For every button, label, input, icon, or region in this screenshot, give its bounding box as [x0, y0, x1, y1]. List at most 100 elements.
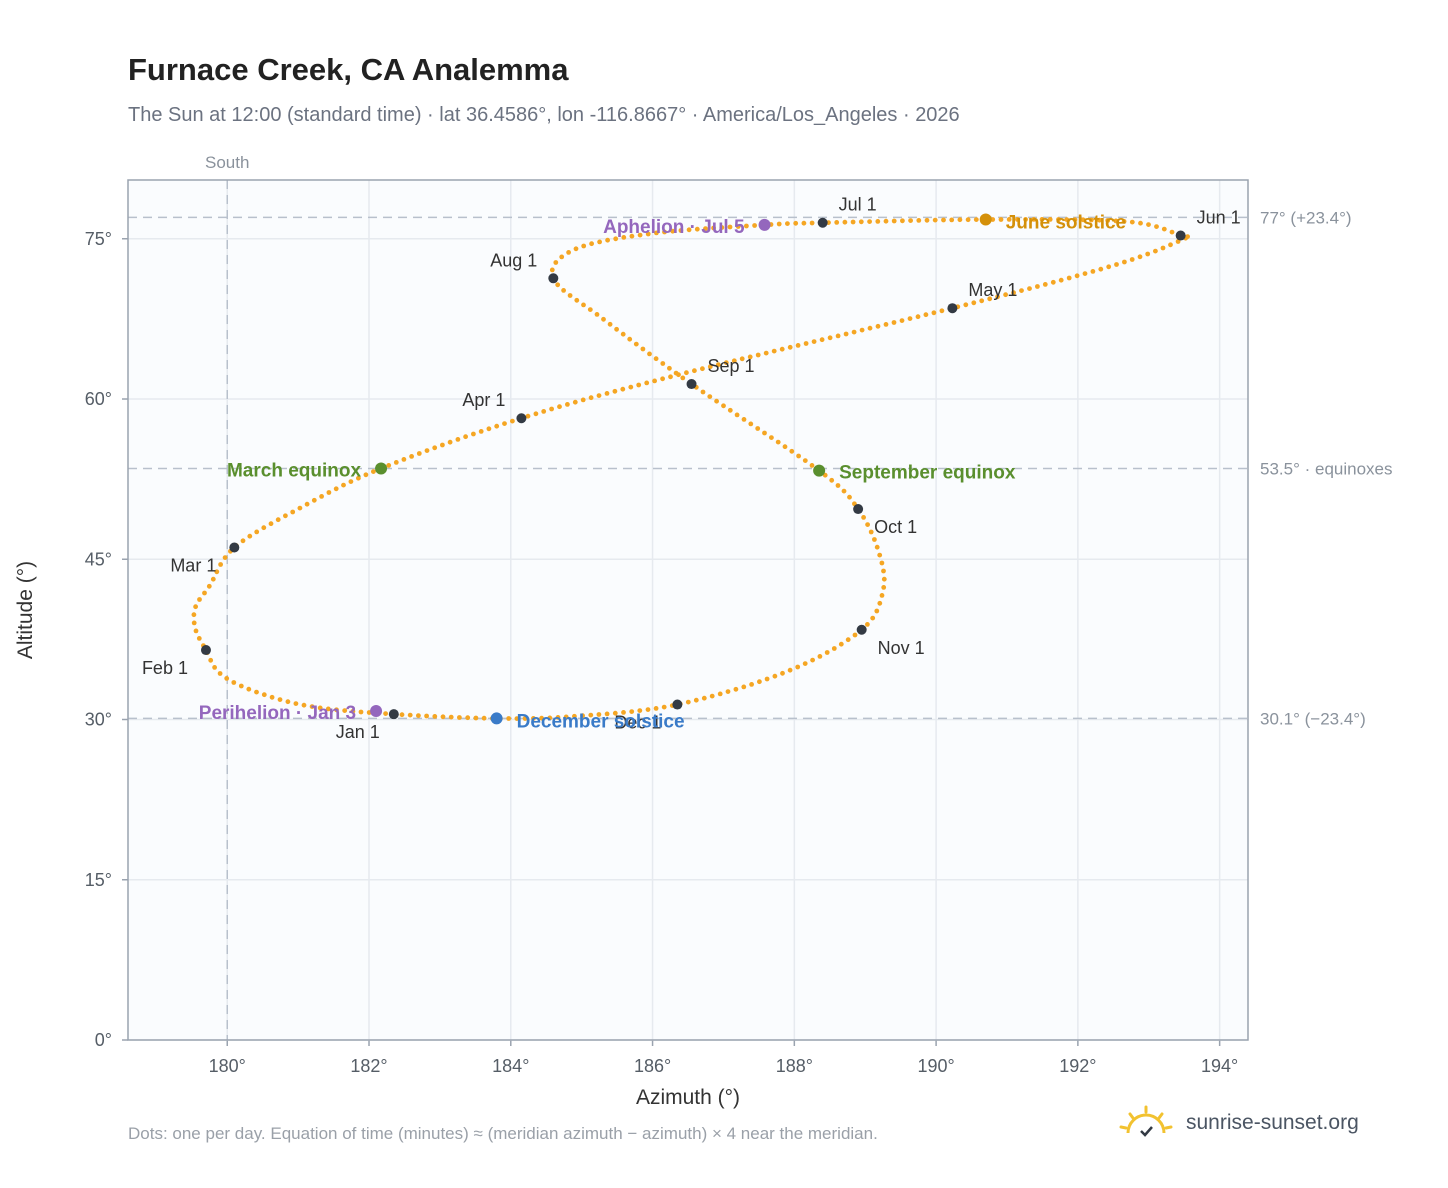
daily-sun-dot: [561, 288, 566, 293]
daily-sun-dot: [506, 716, 512, 721]
daily-sun-dot: [881, 576, 887, 582]
daily-sun-dot: [268, 521, 274, 527]
daily-sun-dot: [627, 336, 633, 342]
brand-name: sunrise-sunset.org: [1186, 1111, 1359, 1134]
daily-sun-dot: [1153, 248, 1158, 254]
daily-sun-dot: [796, 453, 801, 459]
daily-sun-dot: [399, 712, 405, 718]
daily-sun-dot: [614, 326, 619, 332]
daily-sun-dot: [908, 218, 913, 224]
daily-sun-dot: [463, 434, 468, 440]
daily-sun-dot: [838, 641, 844, 647]
daily-sun-dot: [809, 220, 815, 226]
daily-sun-dot: [891, 218, 897, 224]
daily-sun-dot: [931, 310, 937, 316]
daily-sun-dot: [714, 398, 719, 404]
daily-sun-dot: [834, 220, 840, 225]
daily-sun-dot: [971, 300, 977, 306]
daily-sun-dot: [407, 712, 413, 718]
daily-sun-dot: [572, 399, 578, 405]
daily-sun-dot: [432, 714, 438, 719]
daily-sun-dot: [662, 229, 667, 235]
daily-sun-dot: [670, 228, 676, 234]
daily-sun-dot: [851, 329, 857, 335]
daily-sun-dot: [692, 368, 697, 374]
month-marker: [516, 413, 527, 424]
daily-sun-dot: [709, 693, 715, 699]
daily-sun-dot: [1050, 279, 1056, 285]
daily-sun-dot: [780, 670, 785, 676]
daily-sun-dot: [1058, 277, 1064, 283]
daily-sun-dot: [776, 221, 782, 227]
daily-sun-dot: [401, 457, 407, 462]
daily-sun-dot: [965, 217, 971, 223]
daily-sun-dot: [747, 354, 753, 360]
daily-sun-dot: [660, 376, 665, 382]
daily-sun-dot: [735, 224, 741, 229]
daily-sun-dot: [1011, 290, 1016, 296]
daily-sun-dot: [748, 421, 754, 427]
daily-sun-dot: [525, 413, 531, 419]
daily-sun-dot: [317, 705, 323, 711]
daily-sun-dot: [191, 620, 197, 626]
daily-sun-dot: [254, 689, 259, 695]
daily-sun-dot: [973, 217, 979, 223]
month-label: Apr 1: [462, 390, 505, 410]
daily-sun-dot: [1003, 292, 1008, 298]
daily-sun-dot: [628, 384, 634, 390]
month-label: Nov 1: [878, 638, 925, 658]
event-label: December solstice: [517, 711, 685, 732]
daily-sun-dot: [749, 682, 754, 687]
daily-sun-dot: [1006, 217, 1012, 222]
brand[interactable]: sunrise-sunset.org: [1118, 1100, 1359, 1146]
daily-sun-dot: [845, 637, 851, 643]
daily-sun-dot: [875, 219, 881, 224]
daily-sun-dot: [725, 689, 731, 694]
x-tick-label: 190°: [917, 1056, 954, 1076]
daily-sun-dot: [613, 236, 619, 242]
daily-sun-dot: [539, 715, 544, 721]
daily-sun-dot: [246, 686, 252, 692]
daily-sun-dot: [549, 406, 554, 412]
event-label: Aphelion · Jul 5: [603, 217, 745, 238]
daily-sun-dot: [293, 701, 299, 706]
daily-sun-dot: [831, 646, 837, 651]
daily-sun-dot: [762, 430, 767, 436]
daily-sun-dot: [653, 356, 659, 362]
daily-sun-dot: [850, 219, 856, 225]
daily-sun-dot: [325, 706, 331, 712]
daily-sun-dot: [197, 597, 202, 602]
daily-sun-dot: [333, 486, 339, 492]
x-tick-label: 184°: [492, 1056, 529, 1076]
daily-sun-dot: [661, 704, 667, 710]
plot-frame: [127, 179, 1249, 1041]
daily-sun-dot: [668, 374, 673, 380]
y-tick-label: 15°: [85, 870, 112, 890]
daily-sun-dot: [803, 341, 809, 346]
daily-sun-dot: [852, 632, 858, 638]
daily-sun-dot: [212, 665, 218, 670]
daily-sun-dot: [301, 702, 307, 708]
daily-sun-dot: [707, 364, 713, 370]
daily-sun-dot: [1161, 226, 1167, 232]
daily-sun-dot: [891, 320, 897, 325]
event-label: March equinox: [227, 460, 362, 481]
x-axis-label: Azimuth (°): [636, 1086, 740, 1109]
daily-sun-dot: [678, 228, 684, 233]
daily-sun-dot: [594, 312, 600, 317]
daily-sun-dot: [222, 555, 228, 560]
daily-sun-dot: [693, 697, 699, 703]
month-marker: [388, 709, 399, 720]
daily-sun-dot: [1080, 217, 1086, 223]
month-label: Feb 1: [142, 658, 188, 678]
daily-sun-dot: [636, 382, 642, 388]
y-tick-label: 45°: [85, 549, 112, 569]
daily-sun-dot: [829, 477, 835, 483]
daily-sun-dot: [645, 707, 651, 712]
daily-sun-dot: [755, 426, 761, 431]
daily-sun-dot: [867, 325, 873, 331]
daily-sun-dot: [899, 318, 905, 323]
daily-sun-dot: [843, 331, 849, 337]
daily-sun-dot: [1027, 286, 1032, 291]
daily-sun-dot: [640, 346, 646, 352]
